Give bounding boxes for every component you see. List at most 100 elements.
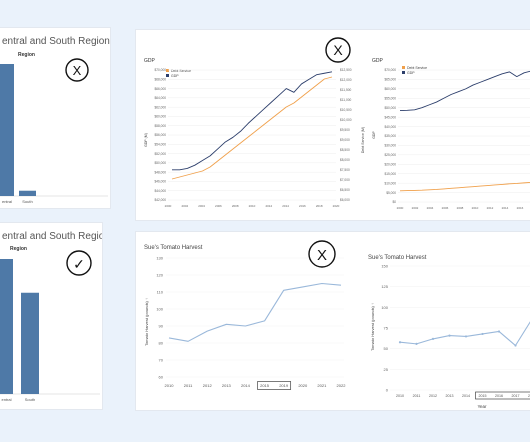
bar-top-header: Region [18,52,35,58]
gdp-right-ylabel: GDP [372,131,376,139]
tomato-right-point [398,341,402,344]
gdp-right-ytick: $30,000 [384,144,396,148]
tomato-left-xtick: 2012 [203,383,213,388]
tomato-right-xtick: 2011 [413,394,421,398]
gdp-right-legend-gdp: GDP [407,71,415,75]
gdp-right-ytick: $40,000 [384,125,396,129]
tomato-left-ytick: 130 [156,256,163,261]
tomato-right-point [514,344,517,347]
gdp-left-xtick: 2014 [282,204,289,208]
bar-1 [19,190,36,196]
gdp-left-ytick-right: $8,500 [340,148,350,152]
tomato-right-xtick: 2015 [479,394,487,398]
gdp-left-ytick: $52,000 [154,152,166,156]
axis-break-highlight [257,381,292,390]
gdp-right-xtick: 2008 [457,206,464,210]
gdp-left-ytick: $62,000 [154,105,166,109]
tomato-left-xtick: 2021 [317,383,327,388]
tomato-left-xtick: 2022 [337,383,347,388]
gdp-left-ytick-right: $12,000 [340,78,352,82]
gdp-right-ytick: $65,000 [384,78,396,82]
gdp-left-ytick-right: $11,000 [340,98,352,102]
gdp-left-ytick-right: $6,500 [340,188,350,192]
bar-bottom-title: entral and South Regions [2,231,102,242]
gdp-right-legend-debt: Debt Service [407,66,427,70]
gdp-left-ytick: $66,000 [154,87,166,91]
tomato-right-title: Sue's Tomato Harvest [368,255,427,261]
gdp-left-ytick: $50,000 [154,161,166,165]
gdp-left-legend-gdp: GDP [171,74,179,78]
gdp-right-xtick: 2012 [487,206,494,210]
gdp-left-ytick: $70,000 [154,68,166,72]
gdp-right-xtick: 2006 [442,206,449,210]
wrong-mark-icon: X [65,58,89,82]
tomato-right-xtick: 2017 [512,394,520,398]
gdp-right-ytick: $70,000 [384,68,396,72]
debt-service-line-left [171,76,333,180]
bar-label-1: South [22,199,32,204]
gdp-right-ytick: $10,000 [384,181,396,185]
bar-label-0: entral [2,199,12,204]
bar-label-1: South [25,397,35,402]
tomato-right-ytick: 125 [381,284,388,289]
gdp-left-legend: Debt Service GDP [166,69,191,78]
tomato-left-xtick: 2014 [241,383,251,388]
tomato-right-point [497,330,501,333]
tomato-right-xtick: 2014 [462,394,470,398]
gdp-left-ytick-right: $9,000 [340,138,350,142]
gdp-left-ytick: $64,000 [154,96,166,100]
gdp-right-ytick: $5,000 [386,191,396,195]
svg-text:X: X [73,63,82,78]
gdp-left-ytick: $44,000 [154,189,166,193]
tomato-right-ylabel: Tomato Harvest (pounds) ↑ [370,303,375,351]
tomato-right-xtick: 2016 [495,394,503,398]
gdp-charts: GDP Debt Service GDP GDP (M) Debt Servic… [144,37,530,210]
gdp-right-ytick: $20,000 [384,162,396,166]
tomato-right-point [481,332,484,336]
gdp-left-ytick: $42,000 [154,198,166,202]
gdp-left-xtick: 2016 [299,204,306,208]
tomato-left-ytick: 80 [159,341,164,346]
gdp-right-xtick: 2004 [427,206,434,210]
gdp-left-ytick-right: $11,500 [340,88,352,92]
tomato-left-xtick: 2013 [222,383,232,388]
bar-chart-top: entral and South Regions Region entral So… [0,36,110,204]
tomato-left-ytick: 120 [156,273,163,278]
tomato-left-xtick: 2015 [260,383,270,388]
gdp-right-legend: Debt Service GDP [402,66,427,75]
tomato-right-xtick: 2010 [396,394,404,398]
bar-0 [0,64,14,196]
axis-highlight-box [475,391,530,400]
gdp-right-ytick: $0 [392,200,396,204]
bar-card-top: entral and South Regions Region entral So… [0,28,110,208]
gdp-left-xtick: 2002 [181,204,188,208]
gdp-left-ytick-right: $9,500 [340,128,350,132]
bar-label-0: entral [1,397,11,402]
gdp-left-ytick-right: $7,000 [340,178,350,182]
debt-service-line-right [399,181,530,192]
gdp-line-left [172,71,333,171]
gdp-left-ylabel-right: Debt Service (M) [361,127,365,153]
tomato-left-xtick: 2020 [298,383,308,388]
gdp-left-ytick-right: $7,500 [340,168,350,172]
gdp-right-ytick: $55,000 [384,96,396,100]
correct-mark-icon: ✓ [66,250,92,276]
gdp-card: GDP Debt Service GDP GDP (M) Debt Servic… [136,30,530,220]
gdp-right-xtick: 2002 [412,206,419,210]
gdp-right-ytick: $35,000 [384,134,396,138]
svg-text:X: X [317,247,327,264]
gdp-left-ytick: $68,000 [154,77,166,81]
wrong-mark-icon: X [308,240,336,268]
tomato-right-ytick: 75 [384,326,389,331]
tomato-right-ytick: 100 [381,305,388,310]
tomato-line-left [168,282,342,342]
gdp-left-xtick: 2000 [165,204,172,208]
gdp-left-xtick: 2010 [249,204,256,208]
bar-top-title: entral and South Regions [2,36,110,47]
gdp-left-ytick: $58,000 [154,124,166,128]
gdp-left-ytick: $60,000 [154,115,166,119]
tomato-left-ytick: 110 [157,290,164,295]
tomato-left-ytick: 70 [159,358,164,363]
gdp-left-title: GDP [144,58,156,64]
gdp-right-ytick: $50,000 [384,106,396,110]
